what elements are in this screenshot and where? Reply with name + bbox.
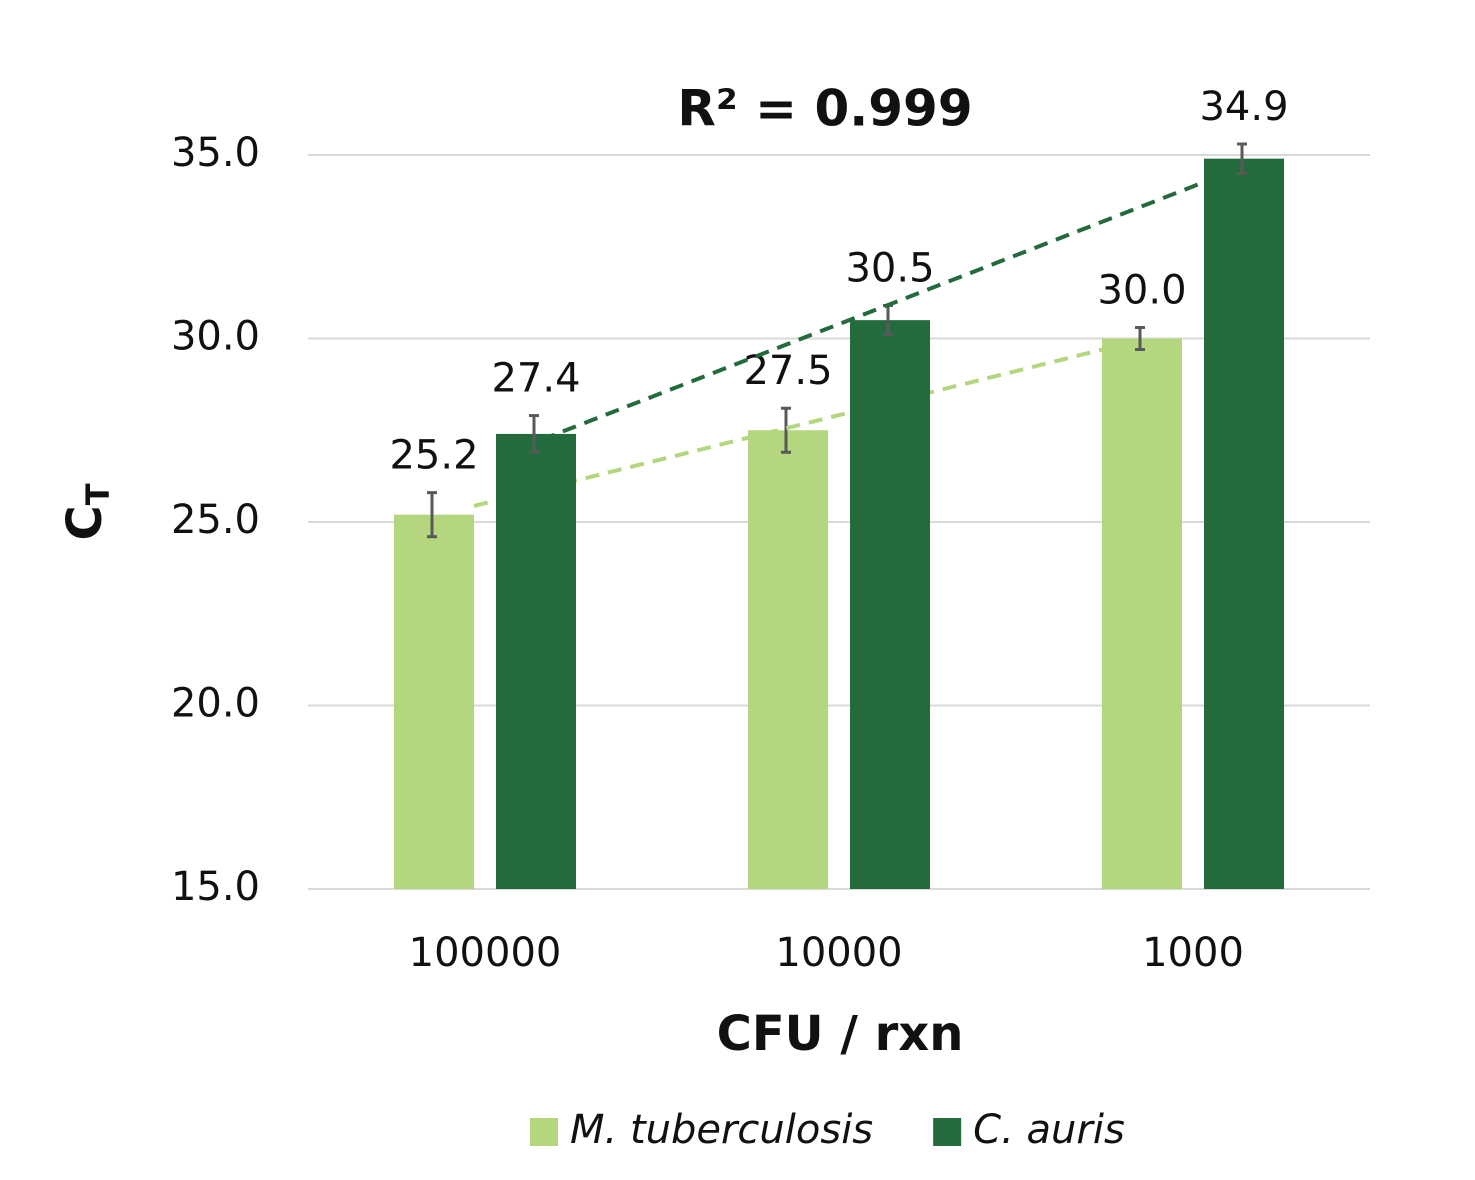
data-label: 34.9 [1199, 84, 1288, 130]
y-axis-title-text: CT [57, 483, 117, 540]
y-axis-title-main: C [57, 505, 113, 540]
bar [496, 433, 576, 889]
trendline [519, 174, 1221, 450]
legend-swatch [933, 1118, 962, 1146]
error-bar [1135, 325, 1145, 352]
bar [850, 320, 930, 889]
y-tick-label: 30.0 [171, 314, 260, 360]
error-bar [529, 414, 539, 454]
data-label: 30.5 [845, 245, 934, 291]
error-bar [781, 406, 791, 454]
legend-label: C. auris [973, 1107, 1125, 1153]
data-label: 25.2 [389, 433, 478, 479]
bar [1102, 338, 1182, 889]
legend-swatch [530, 1118, 558, 1146]
x-axis-title: CFU / rxn [717, 1006, 964, 1062]
bar [1204, 158, 1284, 890]
bar [748, 430, 828, 889]
annotation: R² = 0.999 [677, 80, 972, 138]
legend-label: M. tuberculosis [570, 1107, 873, 1153]
error-bar [427, 491, 437, 539]
x-tick-label: 10000 [775, 930, 902, 976]
y-tick-label: 15.0 [171, 864, 260, 910]
x-tick-label: 100000 [409, 930, 562, 976]
error-bar [1237, 142, 1247, 175]
y-tick-label: 35.0 [171, 130, 260, 176]
x-tick-label: 1000 [1142, 930, 1244, 976]
y-axis-title: CT [57, 483, 117, 540]
data-label: 27.4 [491, 356, 580, 402]
y-tick-label: 20.0 [171, 681, 260, 727]
y-tick-label: 25.0 [171, 497, 260, 543]
data-label: 30.0 [1097, 267, 1186, 313]
y-axis-title-sub: T [79, 483, 117, 505]
bar [394, 514, 474, 889]
